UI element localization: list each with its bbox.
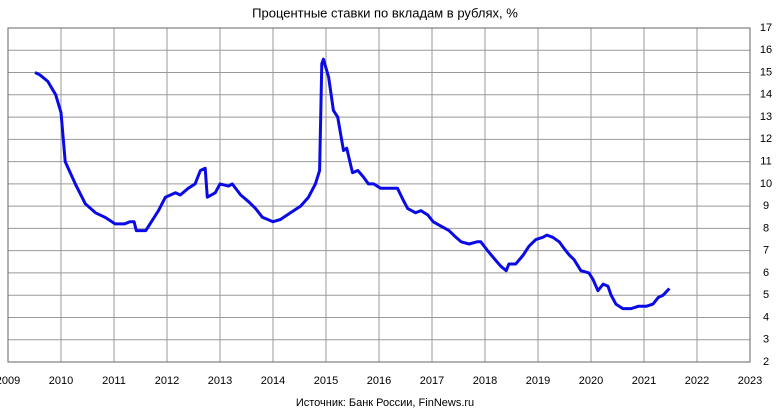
y-tick-label: 6 (763, 267, 769, 279)
chart-title: Процентные ставки по вкладам в рублях, % (252, 5, 518, 20)
x-tick-label: 2012 (155, 375, 179, 387)
y-tick-label: 11 (760, 156, 771, 168)
y-tick-label: 7 (763, 245, 769, 257)
y-tick-label: 3 (763, 334, 769, 346)
y-tick-label: 10 (760, 178, 772, 190)
y-tick-label: 4 (763, 311, 769, 323)
line-series (34, 57, 671, 311)
y-tick-label: 15 (760, 66, 772, 78)
x-tick-label: 2018 (473, 375, 497, 387)
x-tick-label: 2022 (685, 375, 709, 387)
x-tick-label: 2023 (738, 375, 762, 387)
x-tick-label: 2016 (367, 375, 391, 387)
x-tick-label: 2019 (526, 375, 550, 387)
x-tick-label: 2014 (261, 375, 285, 387)
y-tick-label: 2 (763, 356, 769, 368)
x-tick-label: 2017 (420, 375, 444, 387)
y-tick-label: 13 (760, 111, 772, 123)
x-tick-label: 2009 (0, 375, 20, 387)
y-tick-label: 12 (760, 133, 772, 145)
y-tick-label: 9 (763, 200, 769, 212)
y-tick-label: 16 (760, 44, 772, 56)
plot-border (7, 27, 751, 363)
source-note: Источник: Банк России, FinNews.ru (296, 397, 474, 409)
y-tick-label: 14 (760, 89, 772, 101)
x-tick-label: 2021 (632, 375, 656, 387)
y-tick-label: 17 (760, 22, 772, 34)
y-tick-label: 5 (763, 289, 769, 301)
y-tick-label: 8 (763, 222, 769, 234)
x-tick-label: 2013 (208, 375, 232, 387)
x-tick-label: 2010 (49, 375, 73, 387)
x-tick-label: 2020 (579, 375, 603, 387)
x-tick-label: 2011 (102, 375, 126, 387)
x-tick-label: 2015 (314, 375, 338, 387)
